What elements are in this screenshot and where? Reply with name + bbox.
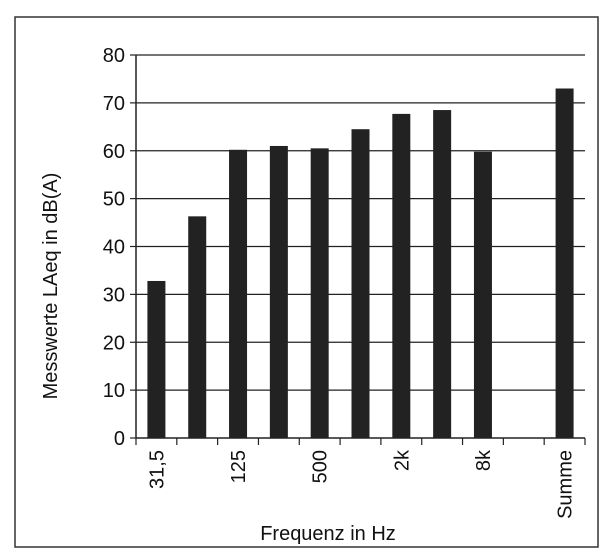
y-tick-label: 40: [103, 237, 125, 259]
y-tick-label: 10: [103, 380, 125, 402]
bar: [147, 280, 166, 438]
x-tick-label: 2k: [391, 449, 413, 471]
y-tick-label: 60: [103, 141, 125, 163]
bar: [351, 129, 370, 439]
x-tick-label: 8k: [473, 449, 495, 471]
bar: [188, 216, 207, 438]
x-tick-label: 500: [310, 450, 332, 483]
bars: [147, 88, 574, 439]
tick-labels: 0 10 20 30 40 50 60 70 80 31,5 125 500 2k 8k Summe: [103, 45, 577, 519]
bar: [310, 148, 329, 438]
y-tick-label: 80: [103, 45, 125, 67]
bar: [269, 145, 288, 438]
x-axis-title: Frequenz in Hz: [260, 523, 396, 545]
y-tick-label: 70: [103, 93, 125, 115]
x-tick-label: Summe: [555, 450, 577, 519]
bar: [392, 113, 411, 438]
bar: [473, 151, 492, 438]
axes: [130, 54, 586, 445]
y-tick-label: 20: [103, 332, 125, 354]
bar: [229, 149, 248, 439]
bar: [433, 110, 452, 439]
bar: [555, 88, 574, 438]
x-tick-label: 125: [228, 450, 250, 483]
y-tick-label: 0: [114, 428, 125, 450]
x-tick-label: 31,5: [146, 450, 168, 489]
chart-frame: [14, 16, 599, 548]
y-tick-label: 30: [103, 284, 125, 306]
y-tick-label: 50: [103, 189, 125, 211]
y-axis-title: Messwerte LAeq in dB(A): [40, 173, 62, 400]
